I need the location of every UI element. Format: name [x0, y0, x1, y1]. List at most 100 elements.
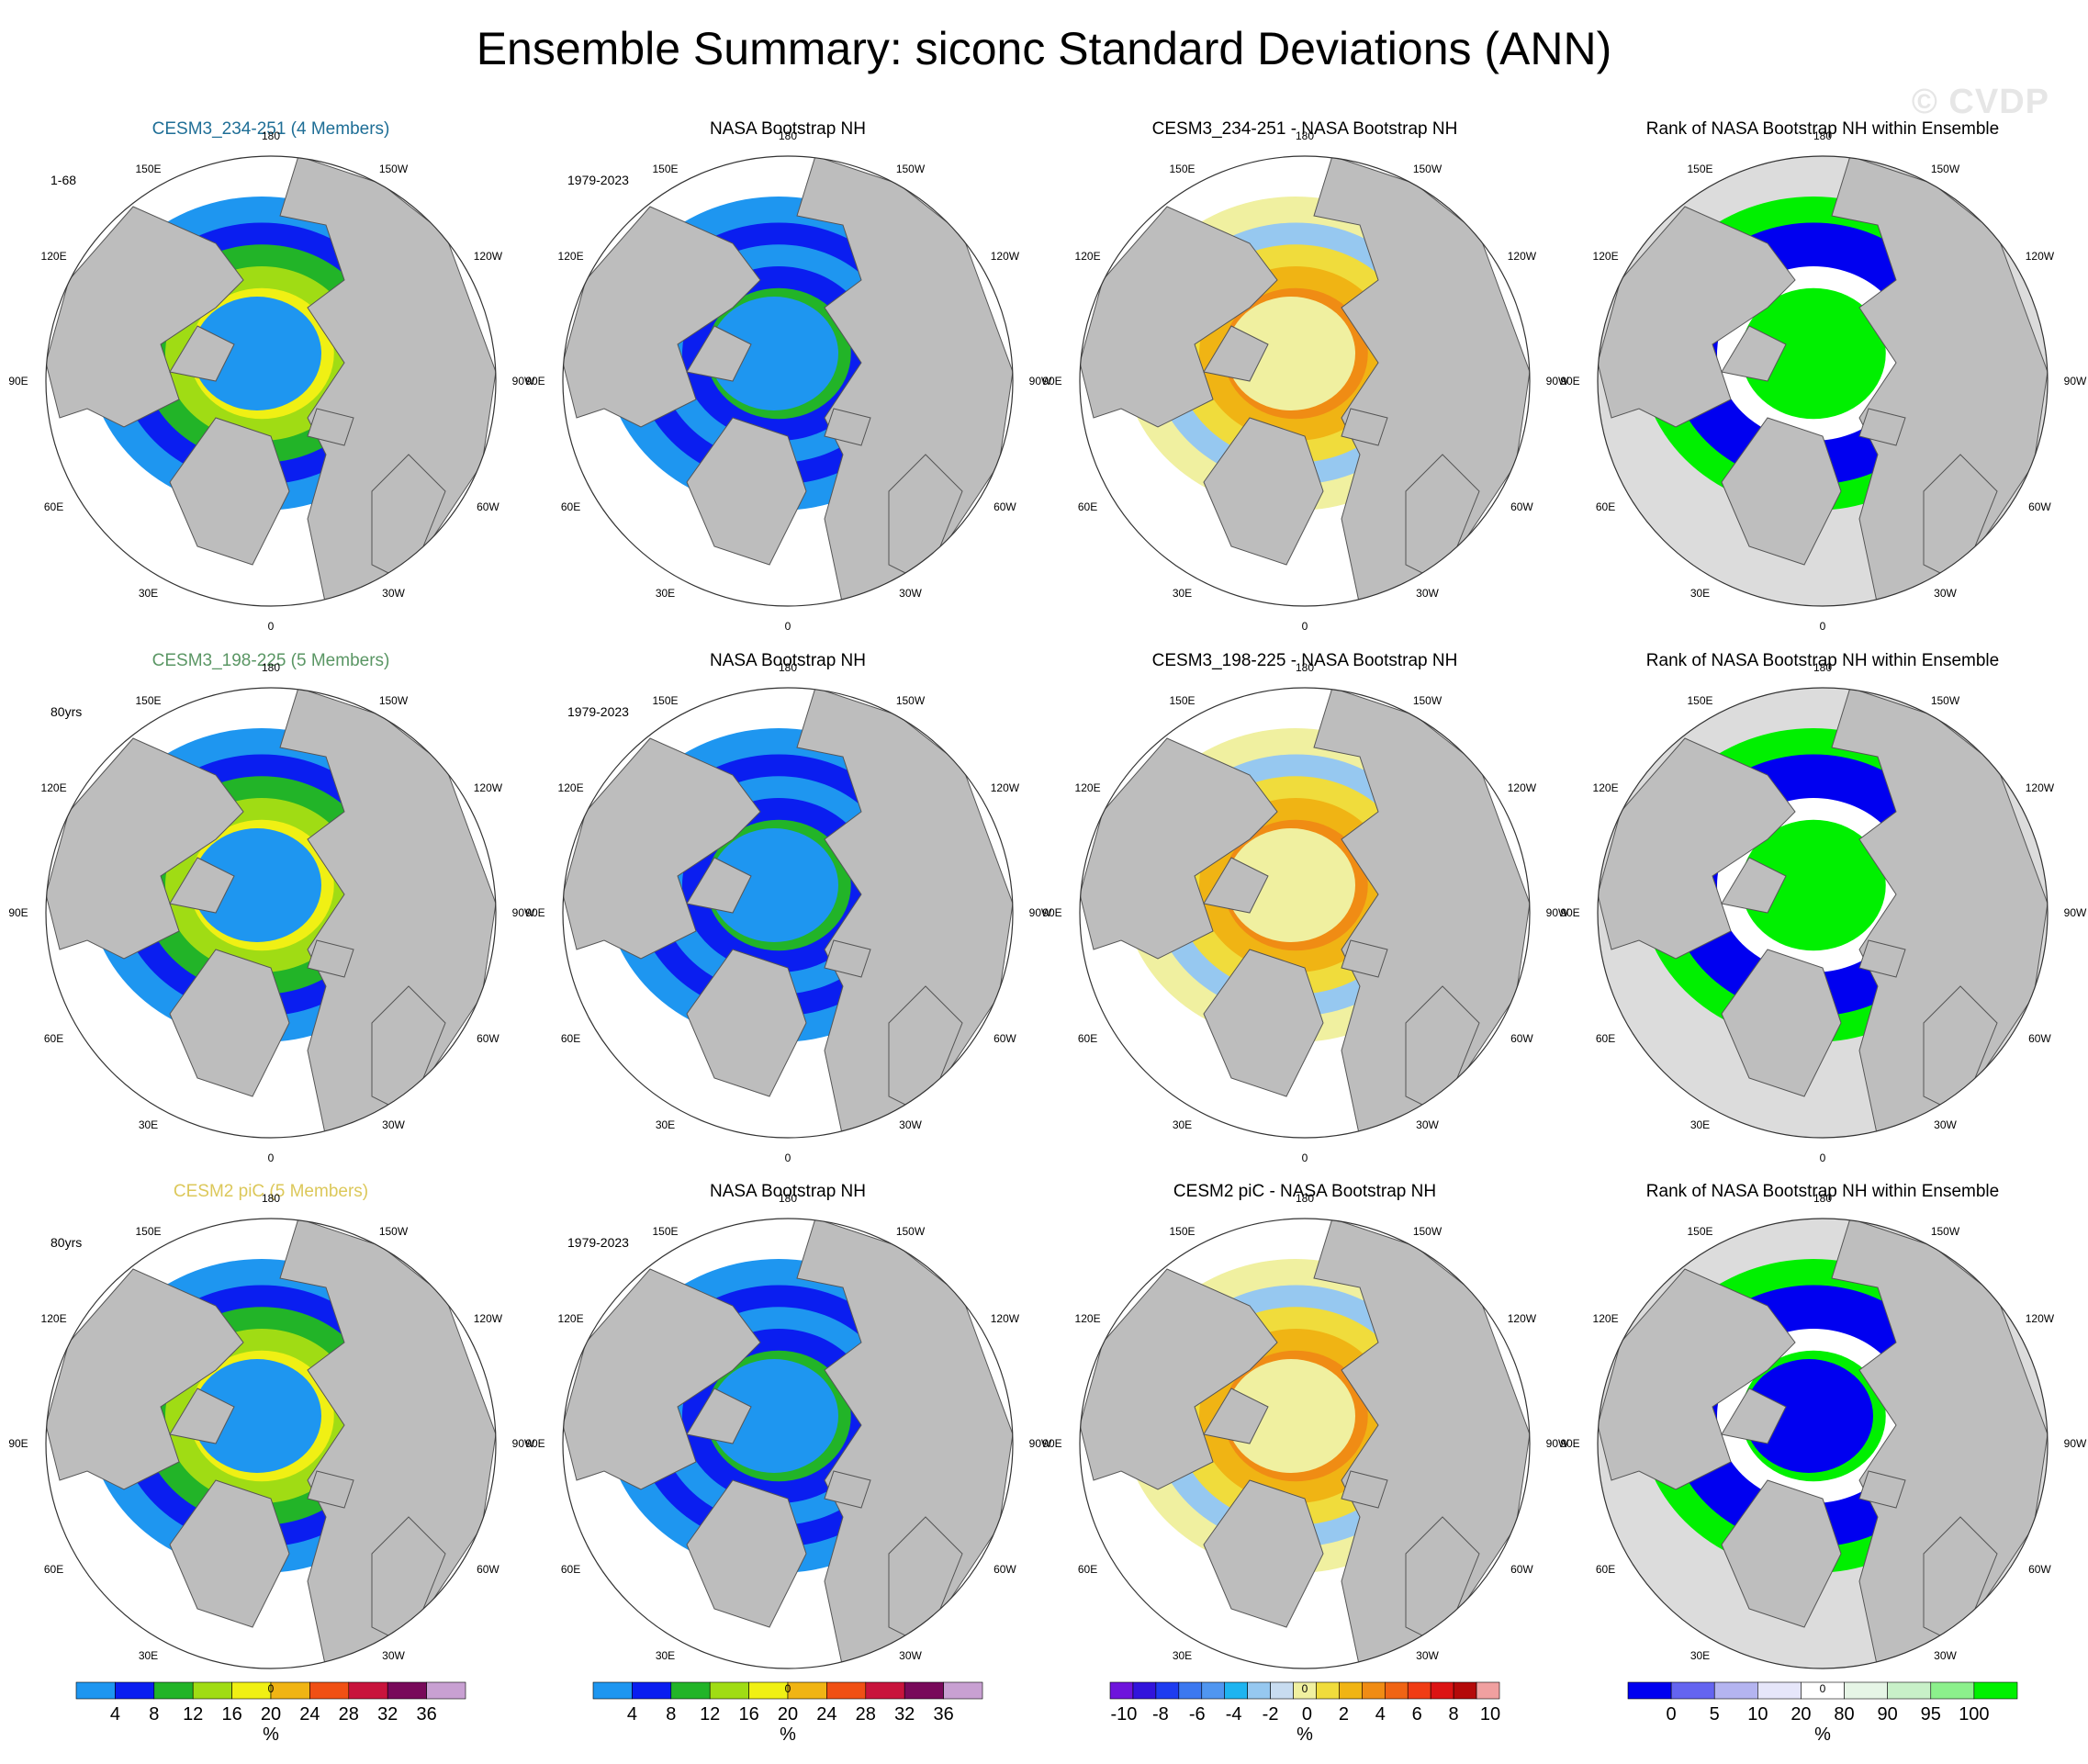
land-mass — [1203, 1388, 1269, 1444]
colorbar-tick-label: 16 — [221, 1704, 242, 1725]
longitude-label: 60E — [1595, 500, 1616, 513]
colorbar-swatch — [75, 1681, 116, 1700]
longitude-label: 180 — [1813, 129, 1833, 142]
map-boundary — [1079, 155, 1531, 607]
longitude-label: 120E — [1074, 781, 1101, 794]
land-mass — [169, 857, 235, 914]
central-arctic-ice — [193, 1359, 321, 1473]
colorbar-unit: % — [780, 1725, 796, 1745]
longitude-label: 60W — [1510, 1562, 1533, 1576]
colorbar-tick-label: -8 — [1151, 1704, 1169, 1725]
colorbar-swatch — [1887, 1681, 1932, 1700]
land-mass — [563, 1268, 761, 1490]
land-mass — [1858, 1470, 1906, 1509]
longitude-label: 60W — [477, 1031, 500, 1045]
colorbar-swatch — [1109, 1681, 1134, 1700]
longitude-label: 30W — [1934, 1649, 1957, 1663]
colorbar-unit: % — [1814, 1725, 1831, 1745]
colorbar-swatch — [787, 1681, 827, 1700]
land-mass — [824, 1470, 871, 1509]
longitude-label: 150E — [652, 162, 679, 175]
longitude-label: 180 — [1295, 1192, 1315, 1205]
polar-map-rank — [1597, 155, 2049, 607]
longitude-label: 60E — [1077, 1562, 1098, 1576]
longitude-label: 30E — [1172, 587, 1193, 601]
colorbar-swatch — [1930, 1681, 1975, 1700]
longitude-label: 120E — [1592, 249, 1619, 263]
colorbar-tick-label: 12 — [183, 1704, 204, 1725]
longitude-label: 90W — [2063, 375, 2087, 388]
map-boundary — [1079, 1218, 1531, 1669]
longitude-label: 120E — [557, 781, 584, 794]
longitude-label: 150E — [135, 693, 162, 707]
land-mass — [169, 1479, 290, 1628]
land-mass — [169, 949, 290, 1097]
longitude-label: 90E — [1042, 1437, 1062, 1450]
longitude-label: 150W — [378, 1224, 409, 1238]
colorbar-tick-label: 90 — [1877, 1704, 1898, 1725]
land-mass — [1203, 949, 1324, 1097]
colorbar-swatch — [826, 1681, 867, 1700]
colorbar-swatch — [1757, 1681, 1802, 1700]
colorbar-swatch — [270, 1681, 310, 1700]
longitude-label: 90E — [8, 1437, 28, 1450]
longitude-label: 30W — [382, 587, 405, 601]
longitude-label: 30W — [1416, 587, 1439, 601]
polar-map-model — [45, 687, 497, 1139]
land-mass — [1405, 985, 1480, 1116]
map-boundary — [45, 1218, 497, 1669]
longitude-label: 60E — [560, 500, 581, 513]
longitude-label: 120W — [1507, 249, 1537, 263]
longitude-label: 60W — [2028, 1562, 2051, 1576]
land-mass — [1721, 1479, 1842, 1628]
map-boundary — [1079, 687, 1531, 1139]
colorbar-tick-label: 12 — [700, 1704, 721, 1725]
longitude-label: 0 — [1301, 1682, 1308, 1695]
longitude-label: 30W — [1934, 1118, 1957, 1132]
longitude-label: 30W — [899, 587, 922, 601]
longitude-label: 150E — [652, 1224, 679, 1238]
colorbar-tick-label: 0 — [1666, 1704, 1677, 1725]
polar-map-rank — [1597, 687, 2049, 1139]
panel-title-model: CESM3_234-251 (4 Members) — [152, 119, 390, 139]
longitude-label: 90W — [1028, 906, 1052, 919]
colorbar-swatch — [1362, 1681, 1386, 1700]
colorbar-swatch — [1430, 1681, 1454, 1700]
land-mass — [307, 1470, 354, 1509]
colorbar-tick-label: 20 — [777, 1704, 799, 1725]
colorbar-tick-label: 80 — [1834, 1704, 1855, 1725]
land-mass — [563, 206, 761, 428]
colorbar-tick-label: 24 — [816, 1704, 837, 1725]
land-mass — [888, 454, 963, 584]
colorbar-swatch — [1155, 1681, 1180, 1700]
longitude-label: 30E — [138, 587, 159, 601]
longitude-label: 180 — [261, 661, 281, 674]
longitude-label: 90E — [1560, 1437, 1580, 1450]
colorbar-swatch — [632, 1681, 672, 1700]
longitude-label: 30E — [1689, 1649, 1711, 1663]
longitude-label: 180 — [1813, 661, 1833, 674]
period-label: 80yrs — [51, 704, 83, 719]
longitude-label: 90E — [525, 906, 545, 919]
central-arctic-ice — [193, 828, 321, 942]
land-mass — [1341, 408, 1388, 446]
longitude-label: 60E — [43, 1562, 64, 1576]
map-boundary — [45, 687, 497, 1139]
colorbar-tick-label: 32 — [377, 1704, 399, 1725]
longitude-label: 90W — [1028, 1437, 1052, 1450]
longitude-label: 90E — [8, 906, 28, 919]
land-mass — [1405, 454, 1480, 584]
longitude-label: 120E — [1074, 249, 1101, 263]
polar-map-diff — [1079, 1218, 1531, 1669]
land-mass — [307, 939, 354, 978]
colorbar-swatch — [1224, 1681, 1248, 1700]
land-mass — [1341, 939, 1388, 978]
panel-title-obs: NASA Bootstrap NH — [709, 651, 867, 670]
longitude-label: 150W — [1930, 162, 1960, 175]
colorbar-swatch — [904, 1681, 944, 1700]
land-mass — [686, 417, 807, 566]
longitude-label: 150W — [1930, 693, 1960, 707]
longitude-label: 30W — [899, 1118, 922, 1132]
longitude-label: 30W — [1416, 1118, 1439, 1132]
